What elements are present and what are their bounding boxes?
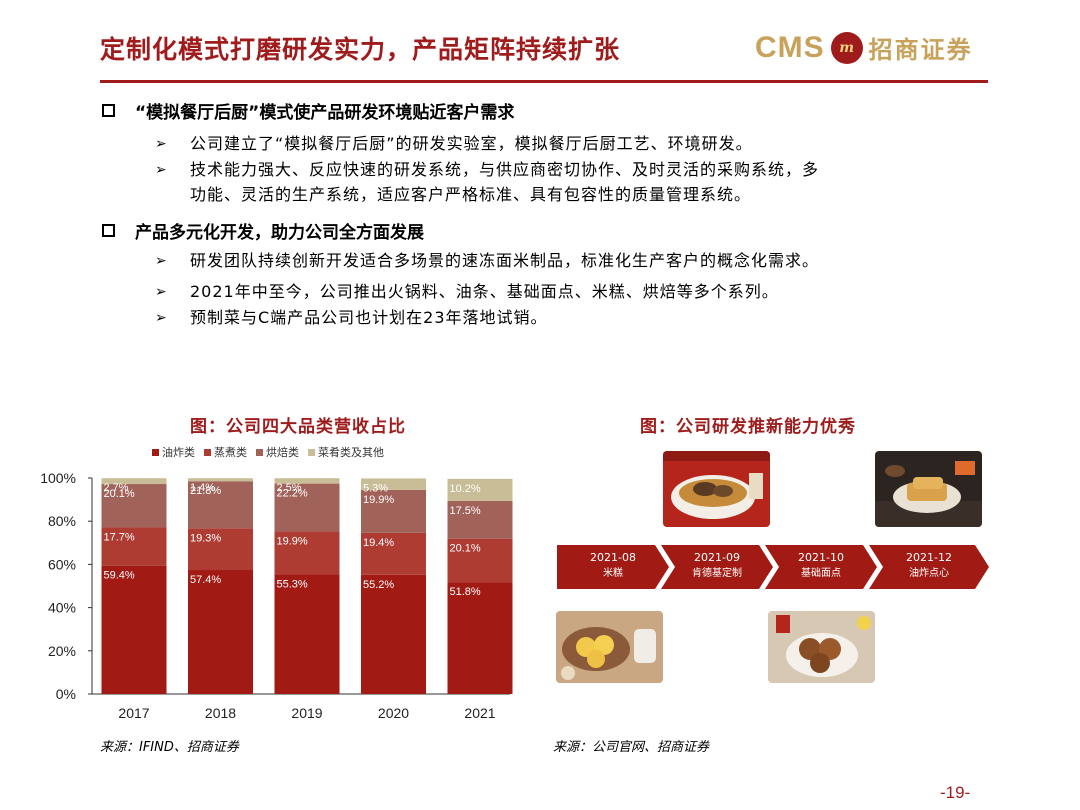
bar-segment	[188, 481, 253, 529]
data-label: 2.5%	[277, 482, 302, 494]
revenue-share-chart: 0%20%40%60%80%100%59.4%17.7%20.1%2.7%201…	[40, 470, 513, 721]
logo-cms-text: CMS	[755, 30, 825, 64]
page-number: -19-	[940, 783, 971, 802]
bar-segment	[101, 484, 167, 528]
bar-segment	[274, 531, 340, 575]
x-tick-label: 2020	[378, 705, 409, 721]
data-label: 17.7%	[104, 531, 135, 543]
legend-label: 烘焙类	[266, 446, 299, 459]
bar-segment	[101, 527, 167, 566]
bar-segment	[274, 574, 340, 694]
bar-segment	[361, 478, 426, 490]
timeline-step-text: 2021-08 米糕	[590, 551, 636, 579]
timeline-step-text: 2021-12 油炸点心	[906, 551, 952, 579]
bar-segment	[447, 478, 513, 501]
data-label: 19.3%	[190, 532, 221, 544]
x-tick-label: 2017	[118, 705, 149, 721]
brand-logo: CMS m 招商证券	[755, 30, 973, 65]
legend-label: 蒸煮类	[214, 446, 247, 459]
logo-cn-text: 招商证券	[868, 35, 973, 64]
data-label: 19.9%	[363, 494, 394, 506]
data-label: 2.7%	[104, 482, 129, 494]
bar-segment	[188, 528, 253, 571]
bar-segment	[274, 483, 340, 532]
data-label: 5.3%	[363, 482, 388, 494]
right-figure-title: 图：公司研发推新能力优秀	[640, 417, 856, 437]
data-label: 10.2%	[450, 483, 481, 495]
legend-label: 油炸类	[162, 446, 195, 459]
y-tick-label: 40%	[48, 600, 76, 616]
data-label: 1.4%	[190, 482, 215, 494]
right-figure-source: 来源：公司官网、招商证券	[553, 740, 710, 755]
legend-item: 烘焙类	[256, 444, 299, 460]
y-tick-label: 100%	[40, 470, 76, 486]
timeline-step: 2021-12 油炸点心	[869, 545, 989, 589]
x-tick-label: 2018	[205, 705, 236, 721]
bar-segment	[447, 500, 513, 539]
square-bullet-icon	[102, 104, 115, 117]
section-heading-1: “模拟餐厅后厨”模式使产品研发环境贴近客户需求	[102, 98, 514, 123]
legend-swatch	[152, 448, 159, 456]
legend-swatch	[204, 448, 211, 456]
y-tick-label: 60%	[48, 556, 76, 572]
legend-label: 菜肴类及其他	[318, 446, 384, 459]
data-label: 57.4%	[190, 574, 221, 586]
arrow-bullet-icon: ➢	[155, 284, 167, 300]
bar-segment	[274, 478, 340, 484]
bar-segment	[101, 478, 167, 485]
page-title: 定制化模式打磨研发实力，产品矩阵持续扩张	[100, 35, 621, 64]
arrow-bullet-icon: ➢	[155, 310, 167, 326]
section-heading-2: 产品多元化开发，助力公司全方面发展	[102, 218, 424, 243]
bar-segment	[447, 582, 513, 694]
bar-segment	[188, 570, 253, 694]
timeline-step-text: 2021-09 肯德基定制	[692, 551, 742, 579]
bar-segment	[361, 489, 426, 533]
product-photo-rice-cake	[663, 451, 770, 527]
product-photo-buns	[556, 611, 663, 683]
x-tick-label: 2019	[291, 705, 322, 721]
x-tick-label: 2021	[464, 705, 495, 721]
legend-swatch	[308, 448, 315, 456]
y-tick-label: 80%	[48, 513, 76, 529]
arrow-bullet-icon: ➢	[155, 253, 167, 269]
logo-badge-icon: m	[830, 31, 863, 64]
data-label: 17.5%	[450, 505, 481, 517]
timeline-step: 2021-08 米糕	[557, 545, 669, 589]
chart-legend: 油炸类 蒸煮类 烘焙类 菜肴类及其他	[152, 444, 393, 460]
timeline-step-text: 2021-10 基础面点	[798, 551, 844, 579]
legend-swatch	[256, 448, 263, 456]
y-tick-label: 0%	[56, 686, 76, 702]
data-label: 19.4%	[363, 537, 394, 549]
bar-segment	[361, 574, 426, 694]
data-label: 21.8%	[190, 485, 221, 497]
square-bullet-icon	[102, 224, 115, 237]
data-label: 55.2%	[363, 579, 394, 591]
data-label: 55.3%	[277, 579, 308, 591]
left-figure-title: 图：公司四大品类营收占比	[190, 417, 406, 437]
product-photo-baked-bread	[768, 611, 875, 683]
arrow-bullet-icon: ➢	[155, 162, 167, 178]
data-label: 59.4%	[104, 570, 135, 582]
arrow-bullet-icon: ➢	[155, 136, 167, 152]
timeline-step: 2021-10 基础面点	[765, 545, 877, 589]
bar-segment	[188, 478, 253, 482]
data-label: 22.2%	[277, 488, 308, 500]
header-divider	[100, 80, 988, 83]
data-label: 20.1%	[104, 488, 135, 500]
legend-item: 菜肴类及其他	[308, 444, 384, 460]
bar-segment	[101, 565, 167, 694]
left-figure-source: 来源：IFIND、招商证券	[100, 740, 239, 755]
data-label: 19.9%	[277, 536, 308, 548]
data-label: 51.8%	[450, 586, 481, 598]
legend-item: 蒸煮类	[204, 444, 247, 460]
bar-segment	[447, 538, 513, 583]
timeline-step: 2021-09 肯德基定制	[661, 545, 773, 589]
y-tick-label: 20%	[48, 643, 76, 659]
product-photo-fried-snack	[875, 451, 982, 527]
data-label: 20.1%	[450, 543, 481, 555]
bar-segment	[361, 532, 426, 575]
legend-item: 油炸类	[152, 444, 195, 460]
